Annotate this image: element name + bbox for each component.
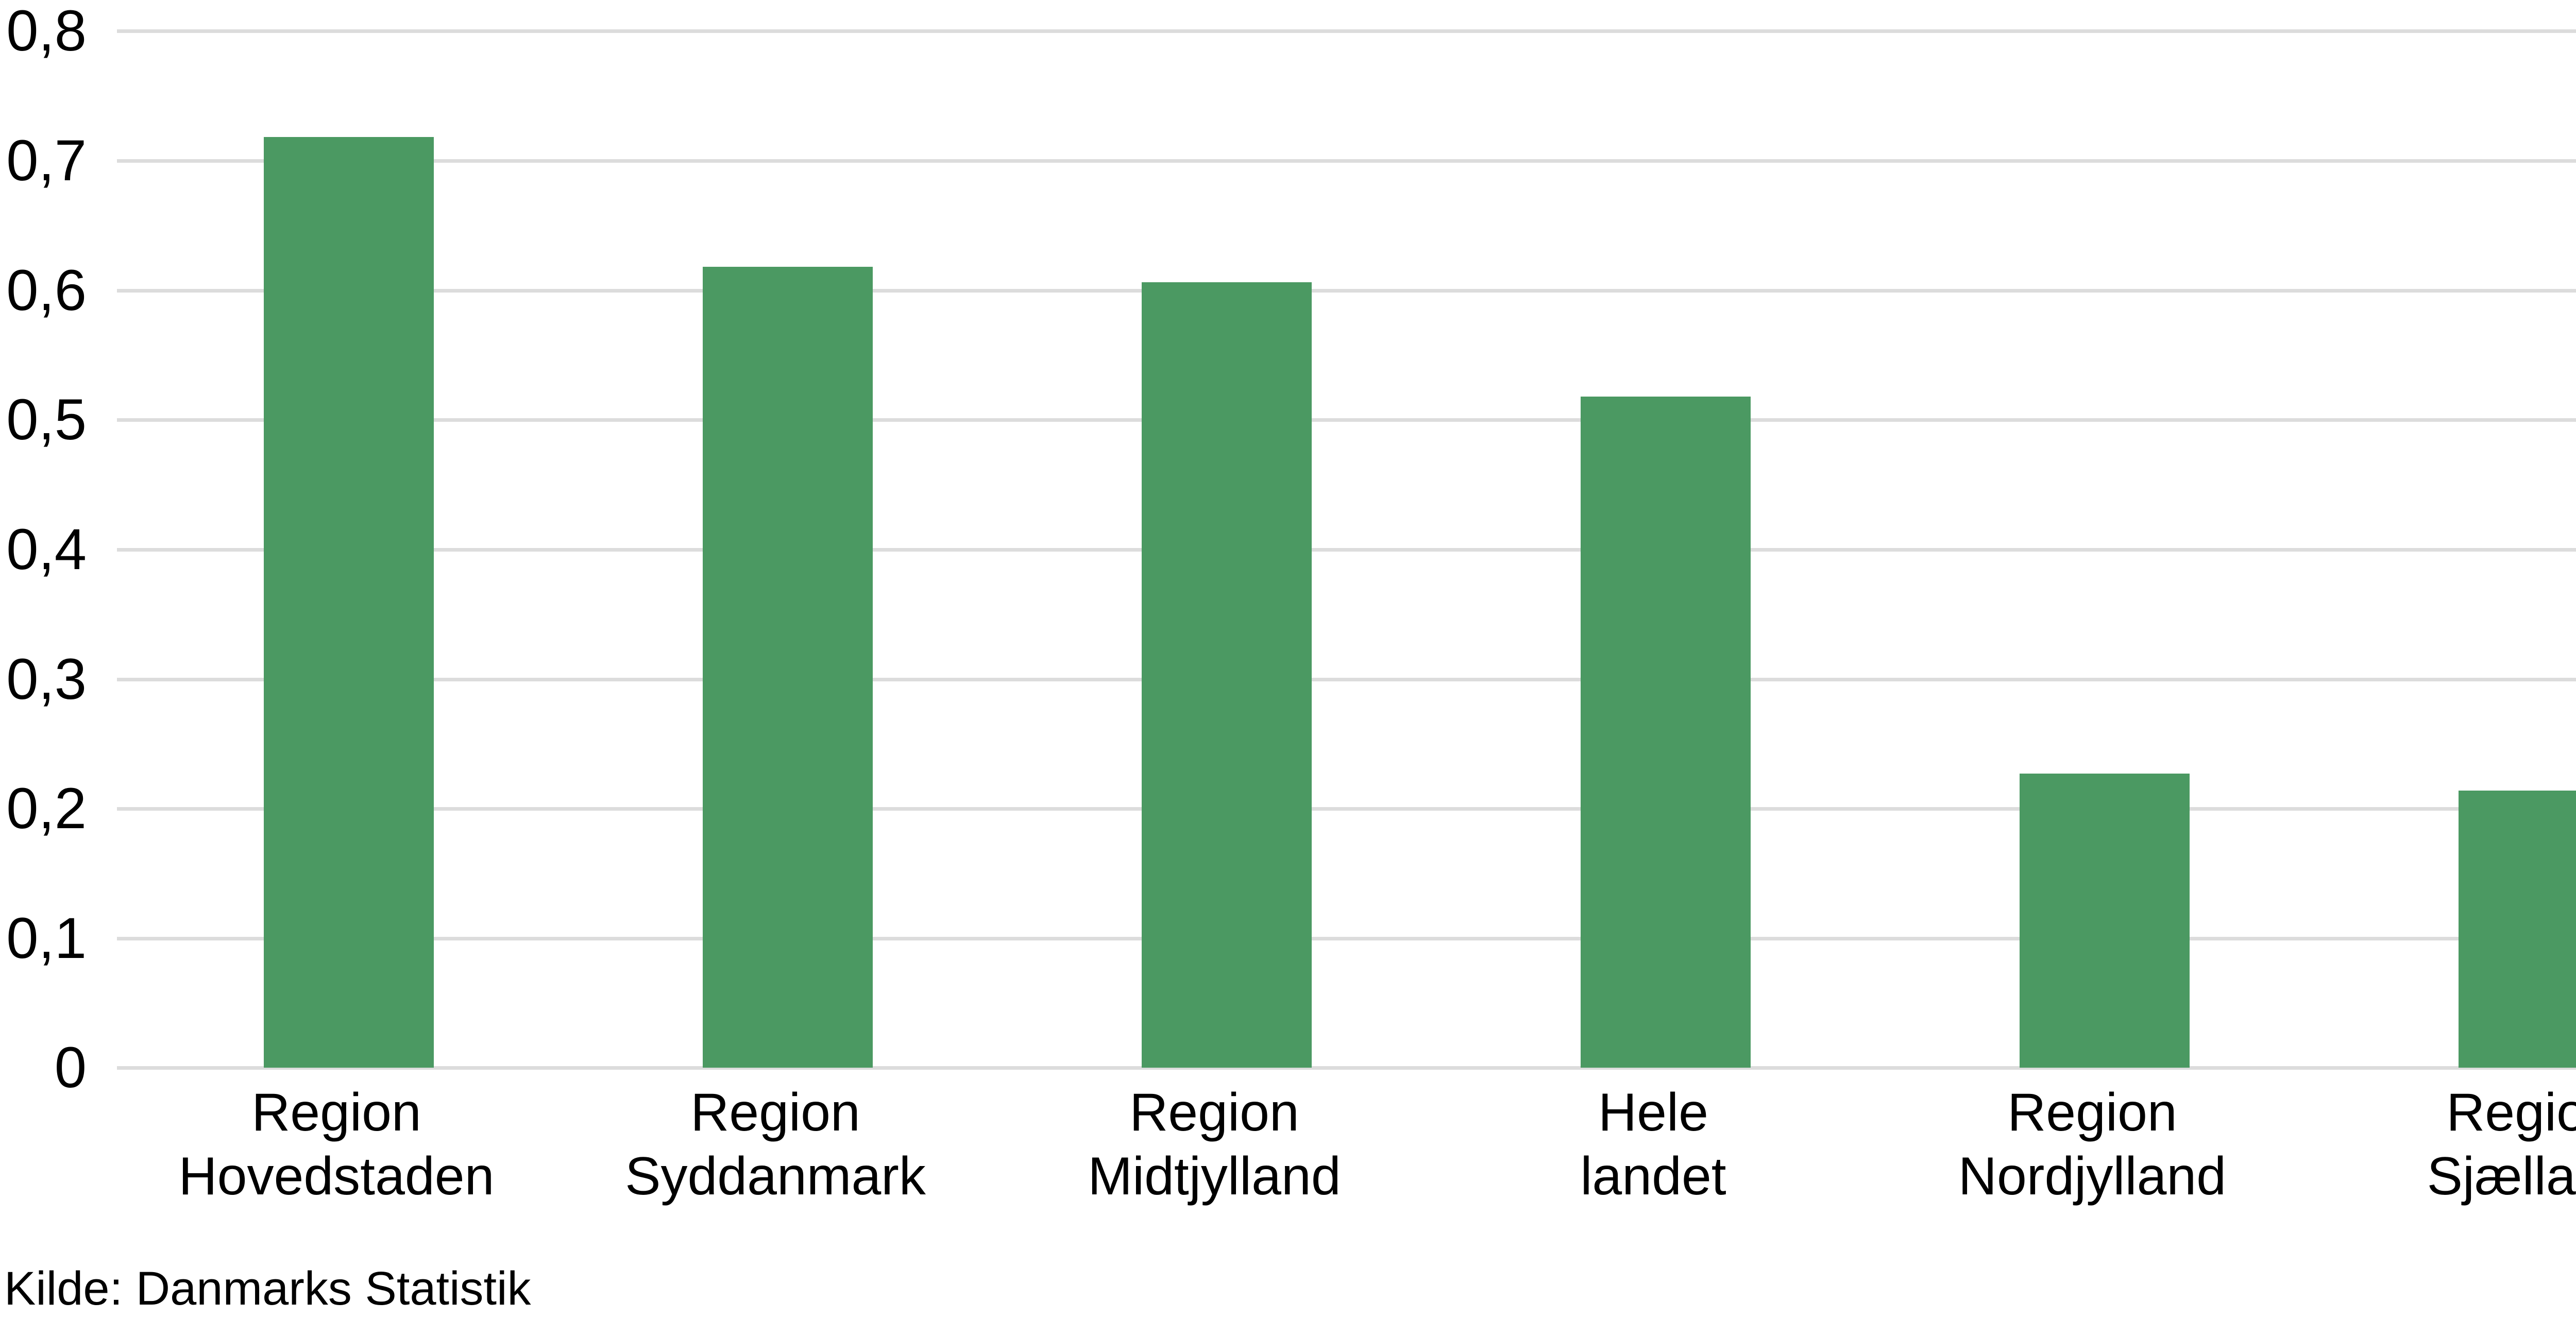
- y-tick-label-0.2: 0,2: [6, 776, 87, 841]
- gridline-axis-zero: [117, 1066, 2576, 1070]
- x-label-line-2: Sjælland: [2427, 1146, 2576, 1206]
- gridline-0.8: [117, 29, 2576, 33]
- x-label-line-2: Hovedstaden: [178, 1146, 495, 1206]
- y-tick-label-0.8: 0,8: [6, 0, 87, 63]
- bar-region-nordjylland[interactable]: [2020, 773, 2190, 1068]
- y-tick-label-0.3: 0,3: [6, 647, 87, 711]
- x-label-hele-landet: Hele landet: [1434, 1081, 1873, 1208]
- x-label-line-2: Midtjylland: [1088, 1146, 1341, 1206]
- gridline-0.1: [117, 937, 2576, 940]
- bar-region-sjaelland[interactable]: [2459, 790, 2576, 1068]
- gridline-0.3: [117, 678, 2576, 681]
- y-tick-label-0.6: 0,6: [6, 258, 87, 322]
- x-label-region-syddanmark: Region Syddanmark: [556, 1081, 995, 1208]
- source-note: Kilde: Danmarks Statistik: [4, 1262, 531, 1315]
- y-tick-label-0: 0: [54, 1035, 87, 1100]
- x-label-region-nordjylland: Region Nordjylland: [1873, 1081, 2312, 1208]
- x-label-line-2: Syddanmark: [625, 1146, 926, 1206]
- y-tick-label-0.1: 0,1: [6, 906, 87, 970]
- x-label-line-2: landet: [1580, 1146, 1726, 1206]
- x-label-region-hovedstaden: Region Hovedstaden: [117, 1081, 556, 1208]
- x-label-region-midtjylland: Region Midtjylland: [995, 1081, 1434, 1208]
- gridline-0.7: [117, 159, 2576, 163]
- gridline-0.5: [117, 418, 2576, 422]
- gridline-0.4: [117, 548, 2576, 552]
- x-label-region-sjaelland: Region Sjælland: [2312, 1081, 2576, 1208]
- gridline-0.2: [117, 807, 2576, 811]
- bar-region-syddanmark[interactable]: [703, 266, 873, 1068]
- x-label-line-2: Nordjylland: [1958, 1146, 2227, 1206]
- bar-region-midtjylland[interactable]: [1142, 282, 1312, 1068]
- bar-hele-landet[interactable]: [1581, 396, 1751, 1068]
- y-tick-label-0.5: 0,5: [6, 387, 87, 452]
- gridline-0.6: [117, 289, 2576, 293]
- y-tick-label-0.7: 0,7: [6, 128, 87, 193]
- y-tick-label-0.4: 0,4: [6, 517, 87, 581]
- x-label-line-1: Region: [1129, 1083, 1299, 1142]
- x-label-line-1: Hele: [1598, 1083, 1708, 1142]
- x-label-line-1: Region: [2446, 1083, 2576, 1142]
- x-label-line-1: Region: [251, 1083, 421, 1142]
- x-label-line-1: Region: [2007, 1083, 2177, 1142]
- x-label-line-1: Region: [690, 1083, 860, 1142]
- bar-region-hovedstaden[interactable]: [264, 137, 434, 1068]
